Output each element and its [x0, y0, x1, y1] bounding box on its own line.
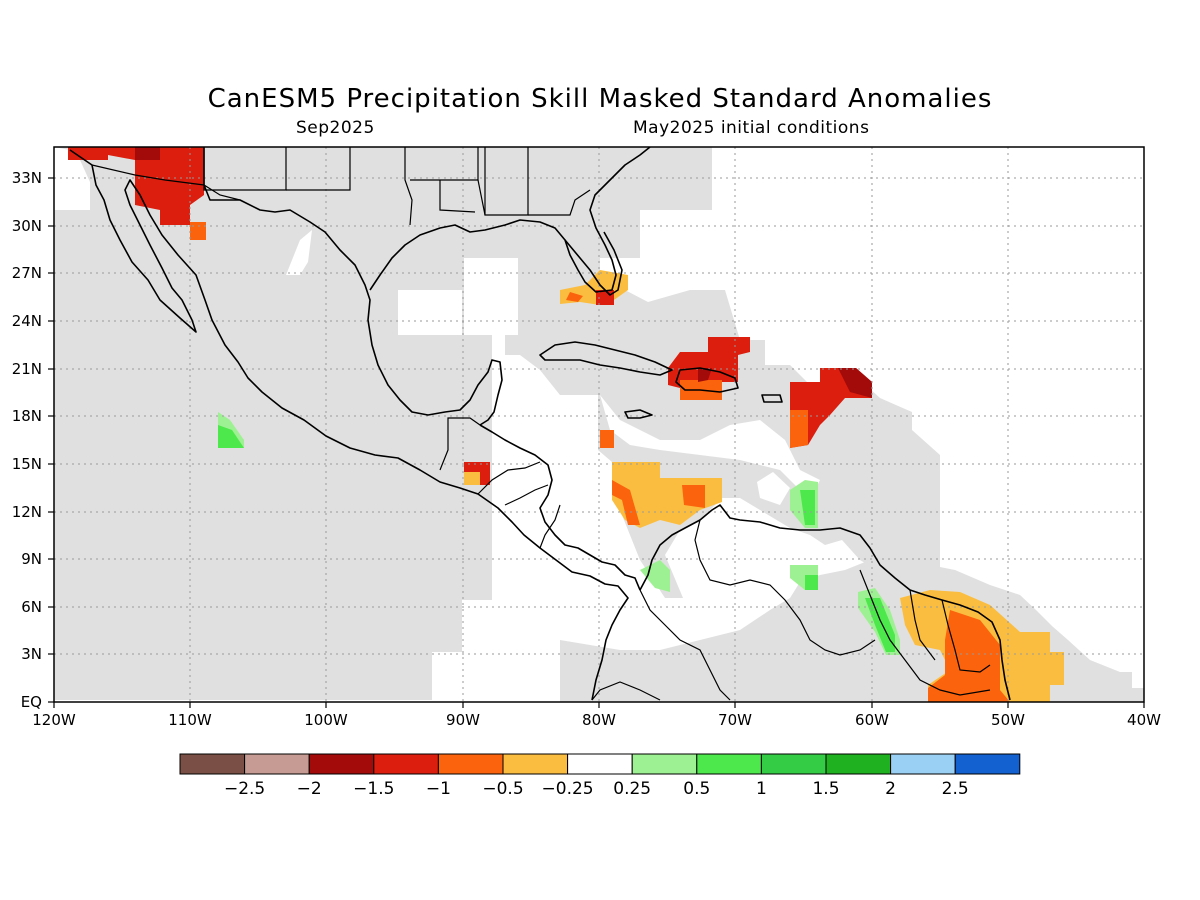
colorbar-label: −2.5 [224, 779, 265, 799]
lat-label: 12N [12, 503, 42, 521]
colorbar-label: 1.5 [812, 779, 839, 799]
colorbar-swatch [631, 753, 698, 775]
colorbar-label: 0.5 [683, 779, 710, 799]
borders [91, 147, 991, 701]
colorbar-swatch [502, 753, 569, 775]
colorbar-label: 2.5 [942, 779, 969, 799]
colorbar [179, 753, 1021, 775]
lon-label: 70W [718, 711, 752, 729]
colorbar-swatch [567, 753, 633, 775]
colorbar-swatch [890, 753, 956, 775]
lat-label: 33N [12, 169, 42, 187]
lat-label: 21N [12, 360, 42, 378]
lat-label: 18N [12, 407, 42, 425]
colorbar-label: 0.25 [613, 779, 651, 799]
lat-label: 27N [12, 264, 42, 282]
lon-label: 60W [855, 711, 889, 729]
colorbar-swatch [244, 753, 310, 775]
colorbar-swatch [179, 753, 246, 775]
graticule [54, 147, 1144, 702]
lat-label: 6N [21, 598, 42, 616]
colorbar-swatch [825, 753, 892, 775]
lat-label: EQ [21, 693, 42, 711]
colorbar-label: −2 [297, 779, 322, 799]
anomaly-shading [68, 147, 1064, 702]
longitude-labels: 120W 110W 100W 90W 80W 70W 60W 50W 40W [32, 711, 1161, 729]
colorbar-label: −1.5 [353, 779, 394, 799]
colorbar-label: −0.25 [542, 779, 594, 799]
initial-conditions: May2025 initial conditions [633, 118, 870, 138]
colorbar-label: −0.5 [482, 779, 523, 799]
lon-label: 50W [991, 711, 1025, 729]
lat-label: 9N [21, 550, 42, 568]
colorbar-swatch [373, 753, 439, 775]
lon-label: 120W [32, 711, 76, 729]
coastlines [69, 147, 1011, 701]
axis-ticks [48, 177, 1145, 708]
colorbar-label: 2 [885, 779, 896, 799]
lat-label: 15N [12, 455, 42, 473]
lon-label: 90W [446, 711, 480, 729]
colorbar-labels: −2.5 −2 −1.5 −1 −0.5 −0.25 0.25 0.5 1 1.5 2 2.5 [224, 779, 969, 799]
lon-label: 100W [304, 711, 348, 729]
lat-label: 3N [21, 645, 42, 663]
lat-label: 24N [12, 312, 42, 330]
lon-label: 80W [582, 711, 616, 729]
map-title: CanESM5 Precipitation Skill Masked Stand… [207, 84, 993, 114]
colorbar-swatch [954, 753, 1021, 775]
lat-label: 30N [12, 217, 42, 235]
map-plot-area [54, 147, 1144, 702]
colorbar-swatch [760, 753, 827, 775]
colorbar-swatch [308, 753, 375, 775]
colorbar-swatch [437, 753, 504, 775]
lon-label: 110W [168, 711, 212, 729]
lon-label: 40W [1127, 711, 1161, 729]
latitude-labels: EQ 3N 6N 9N 12N 15N 18N 21N 24N 27N 30N … [12, 169, 42, 711]
colorbar-label: 1 [756, 779, 767, 799]
colorbar-swatch [696, 753, 762, 775]
colorbar-label: −1 [426, 779, 451, 799]
forecast-month: Sep2025 [296, 118, 375, 138]
